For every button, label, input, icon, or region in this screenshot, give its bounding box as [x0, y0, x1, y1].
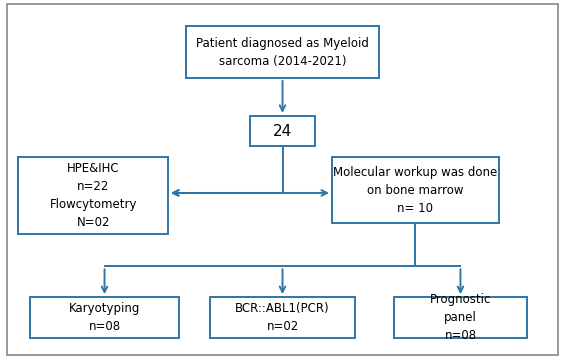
Text: Prognostic
panel
n=08: Prognostic panel n=08: [430, 293, 491, 342]
Text: BCR::ABL1(PCR)
n=02: BCR::ABL1(PCR) n=02: [235, 302, 330, 333]
FancyBboxPatch shape: [394, 297, 527, 338]
Text: Patient diagnosed as Myeloid
sarcoma (2014-2021): Patient diagnosed as Myeloid sarcoma (20…: [196, 37, 369, 67]
FancyBboxPatch shape: [332, 157, 499, 223]
Text: HPE&IHC
n=22
Flowcytometry
N=02: HPE&IHC n=22 Flowcytometry N=02: [50, 162, 137, 229]
FancyBboxPatch shape: [250, 116, 315, 146]
Text: Molecular workup was done
on bone marrow
n= 10: Molecular workup was done on bone marrow…: [333, 166, 497, 215]
FancyBboxPatch shape: [18, 157, 168, 234]
FancyBboxPatch shape: [210, 297, 355, 338]
FancyBboxPatch shape: [186, 26, 379, 78]
Text: 24: 24: [273, 123, 292, 139]
Text: Karyotyping
n=08: Karyotyping n=08: [69, 302, 140, 333]
FancyBboxPatch shape: [29, 297, 179, 338]
